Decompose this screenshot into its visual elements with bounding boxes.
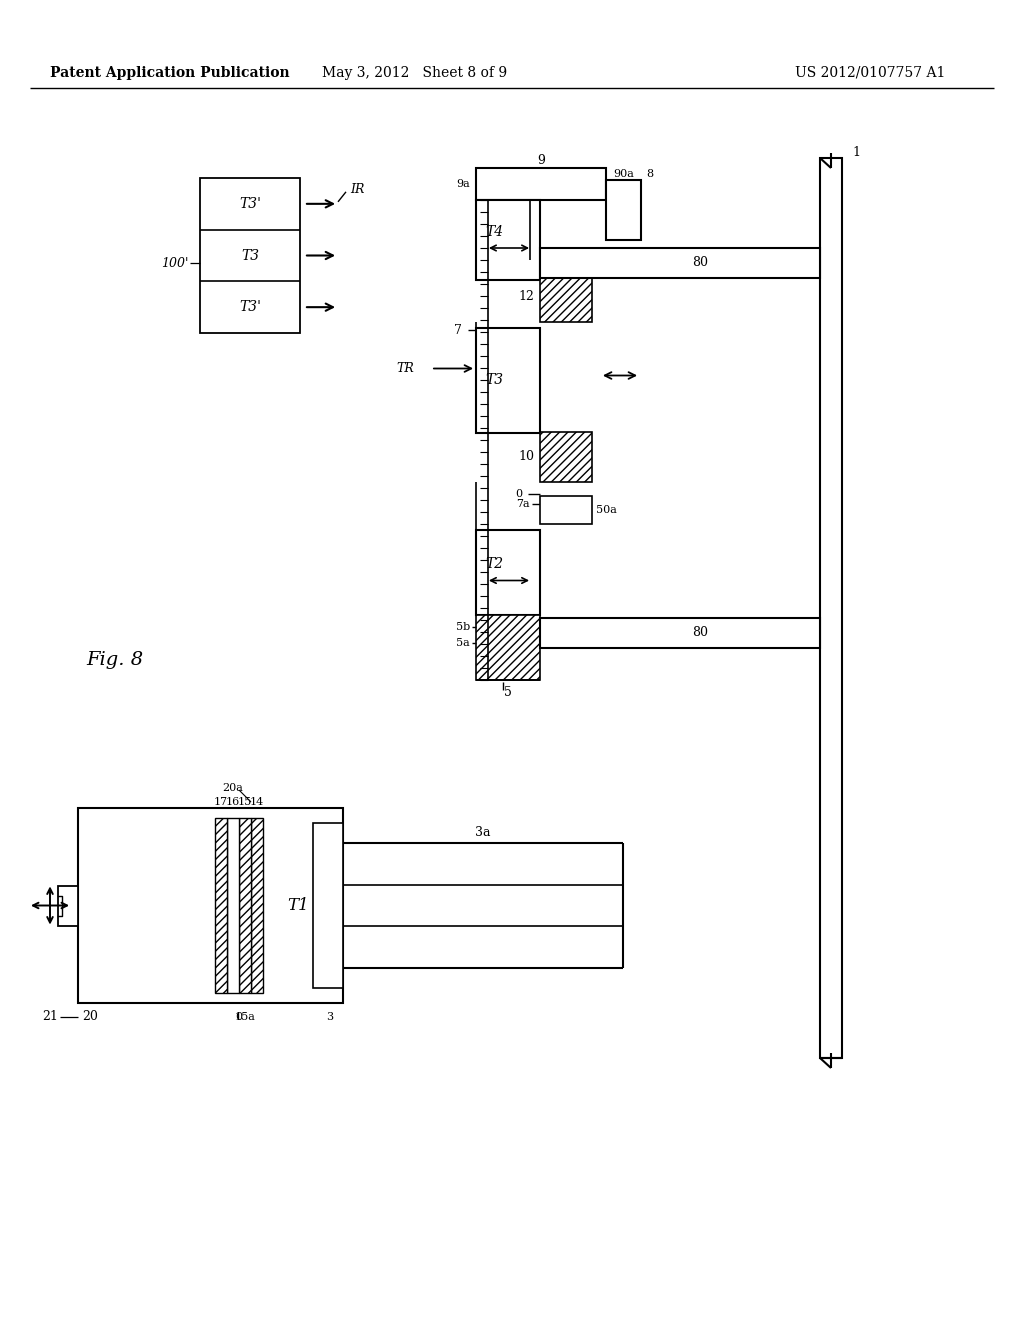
Text: T2: T2 — [485, 557, 503, 572]
Text: 3: 3 — [326, 1012, 333, 1022]
Text: Fig. 8: Fig. 8 — [86, 651, 143, 669]
Bar — [540, 248, 820, 279]
Bar — [251, 818, 263, 993]
Text: 9: 9 — [537, 153, 545, 166]
Text: T3': T3' — [239, 197, 261, 211]
Text: T3': T3' — [239, 300, 261, 314]
Text: 15: 15 — [238, 797, 252, 807]
Text: 9a: 9a — [457, 180, 470, 189]
Text: T3: T3 — [485, 374, 503, 388]
Bar — [200, 178, 300, 333]
Bar — [227, 818, 239, 993]
Text: IR: IR — [350, 183, 365, 197]
Text: 80: 80 — [692, 627, 708, 639]
Bar — [476, 531, 540, 615]
Text: May 3, 2012   Sheet 8 of 9: May 3, 2012 Sheet 8 of 9 — [323, 66, 508, 81]
Bar — [78, 808, 343, 1003]
Text: 8: 8 — [646, 169, 653, 180]
Text: 16: 16 — [226, 797, 240, 807]
Text: 90a: 90a — [613, 169, 634, 180]
Bar — [476, 168, 606, 201]
Text: 5: 5 — [504, 685, 512, 698]
Bar — [476, 201, 540, 280]
Text: US 2012/0107757 A1: US 2012/0107757 A1 — [795, 66, 945, 81]
Bar — [476, 327, 540, 433]
Text: 7a: 7a — [516, 499, 530, 510]
Text: 20: 20 — [82, 1011, 98, 1023]
Text: 3a: 3a — [475, 826, 490, 840]
Text: 7: 7 — [454, 323, 462, 337]
Bar — [820, 158, 842, 1059]
Text: T4: T4 — [485, 224, 503, 239]
Bar — [540, 618, 820, 648]
Text: 20a: 20a — [222, 783, 244, 793]
Text: 50a: 50a — [596, 506, 616, 515]
Text: 14: 14 — [250, 797, 264, 807]
Bar — [540, 496, 592, 524]
Text: 12: 12 — [518, 289, 534, 302]
Text: Patent Application Publication: Patent Application Publication — [50, 66, 290, 81]
Bar — [58, 886, 78, 925]
Bar — [606, 180, 641, 240]
Bar — [215, 818, 227, 993]
Text: 10: 10 — [518, 450, 534, 463]
Text: 21: 21 — [42, 1011, 58, 1023]
Text: T1: T1 — [287, 898, 309, 913]
Bar — [540, 271, 592, 322]
Bar — [239, 818, 251, 993]
Bar — [313, 822, 343, 987]
Text: 5b: 5b — [456, 622, 470, 632]
Bar — [476, 615, 540, 680]
Text: 80: 80 — [692, 256, 708, 269]
Text: 15a: 15a — [234, 1012, 255, 1022]
Text: TR: TR — [396, 362, 414, 375]
Text: 100': 100' — [161, 257, 188, 269]
Text: 17: 17 — [214, 797, 228, 807]
Text: 5a: 5a — [457, 638, 470, 648]
Bar — [540, 432, 592, 482]
Text: T3: T3 — [241, 248, 259, 263]
Text: 0: 0 — [515, 488, 522, 499]
Text: 0: 0 — [236, 1012, 243, 1022]
Text: 1: 1 — [852, 147, 860, 160]
